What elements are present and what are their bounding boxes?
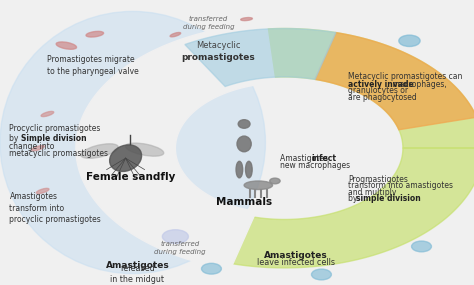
Text: Amastigotes: Amastigotes: [106, 260, 169, 270]
Text: Procyclic promastigotes: Procyclic promastigotes: [9, 124, 101, 133]
Text: new macrophages: new macrophages: [280, 161, 350, 170]
Ellipse shape: [411, 241, 431, 252]
Ellipse shape: [86, 31, 103, 37]
Ellipse shape: [236, 161, 243, 178]
Text: Amastigotes: Amastigotes: [280, 154, 330, 163]
Ellipse shape: [201, 263, 221, 274]
Text: Promastigotes migrate
to the pharyngeal valve: Promastigotes migrate to the pharyngeal …: [47, 56, 139, 76]
Text: transferred
during feeding: transferred during feeding: [183, 16, 234, 30]
Ellipse shape: [270, 178, 280, 184]
Text: Female sandfly: Female sandfly: [86, 172, 175, 182]
Polygon shape: [76, 23, 275, 269]
Text: infect: infect: [311, 154, 336, 163]
Text: Metacyclic promastigotes can: Metacyclic promastigotes can: [348, 72, 463, 82]
Text: by: by: [348, 194, 360, 203]
Ellipse shape: [244, 181, 273, 190]
Ellipse shape: [0, 11, 265, 274]
Text: Amastigotes: Amastigotes: [264, 251, 328, 260]
Text: simple division: simple division: [356, 194, 421, 203]
Text: promastigotes: promastigotes: [181, 52, 255, 62]
Text: leave infected cells: leave infected cells: [257, 258, 335, 267]
Ellipse shape: [126, 143, 164, 156]
Ellipse shape: [81, 144, 118, 158]
Ellipse shape: [237, 136, 251, 152]
Ellipse shape: [109, 145, 142, 172]
Text: released
in the midgut: released in the midgut: [110, 264, 164, 284]
Ellipse shape: [56, 42, 76, 49]
Text: Metacyclic: Metacyclic: [196, 41, 240, 50]
Text: Progmastigotes: Progmastigotes: [348, 175, 408, 184]
Text: transform into amastigotes: transform into amastigotes: [348, 181, 454, 190]
Polygon shape: [85, 28, 474, 268]
Ellipse shape: [311, 269, 331, 280]
Text: transferred
during feeding: transferred during feeding: [155, 241, 206, 255]
Text: Mammals: Mammals: [216, 197, 272, 207]
Text: metacyclic promastigotes: metacyclic promastigotes: [9, 149, 109, 158]
Ellipse shape: [170, 32, 181, 37]
Text: change into: change into: [9, 142, 55, 151]
Polygon shape: [185, 28, 336, 86]
Text: Amastigotes
transform into
procyclic promastigotes: Amastigotes transform into procyclic pro…: [9, 192, 101, 224]
Text: macrophages,: macrophages,: [390, 80, 447, 89]
Ellipse shape: [41, 111, 54, 117]
Text: are phagocytosed: are phagocytosed: [348, 93, 417, 102]
Ellipse shape: [238, 120, 250, 128]
Ellipse shape: [241, 18, 252, 21]
Ellipse shape: [246, 161, 252, 178]
Ellipse shape: [36, 188, 49, 194]
Ellipse shape: [162, 230, 188, 243]
Text: granulocytes or: granulocytes or: [348, 86, 409, 95]
Text: and multiply: and multiply: [348, 188, 397, 197]
Ellipse shape: [399, 35, 420, 46]
Text: actively invade: actively invade: [348, 80, 414, 89]
Text: Simple division: Simple division: [21, 134, 87, 143]
Text: by: by: [9, 134, 21, 143]
Ellipse shape: [32, 146, 44, 151]
Polygon shape: [315, 32, 474, 130]
